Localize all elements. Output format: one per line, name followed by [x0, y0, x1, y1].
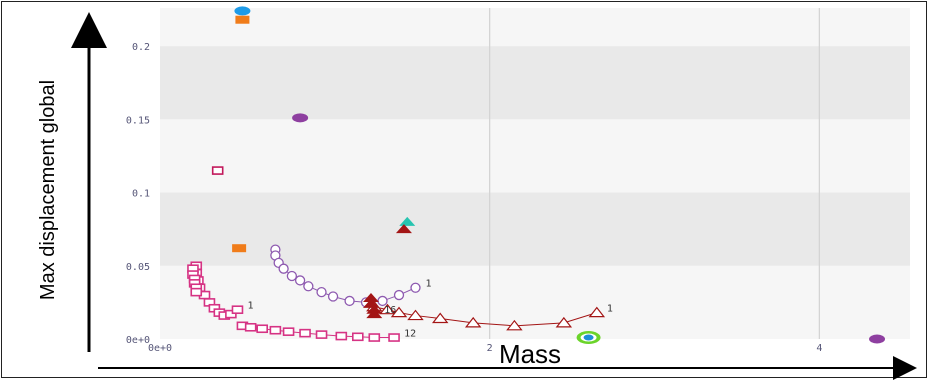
y-tick-label: 0.15 — [126, 115, 150, 126]
x-tick-label: 2 — [487, 343, 493, 354]
data-point — [368, 333, 381, 342]
data-points — [187, 6, 886, 345]
data-point — [294, 275, 306, 286]
y-axis-ticks: 0e+0 0.05 0.1 0.15 0.2 — [126, 42, 150, 346]
x-tick-label: 4 — [816, 343, 822, 354]
data-point — [316, 286, 327, 298]
series-end-label: 1 — [425, 279, 431, 290]
data-point — [379, 303, 396, 315]
y-axis-title: Max displacement global — [37, 80, 59, 300]
data-point — [303, 281, 314, 292]
data-point — [231, 305, 244, 315]
series-end-label: 16 — [384, 305, 396, 316]
data-point — [366, 309, 383, 319]
plot-band — [160, 46, 910, 120]
y-tick-label: 0.2 — [132, 42, 150, 53]
data-point — [390, 306, 408, 318]
data-point — [244, 322, 257, 332]
data-point — [377, 295, 388, 307]
data-point — [506, 319, 523, 331]
data-point — [190, 287, 203, 297]
data-point — [388, 333, 400, 342]
data-point — [431, 312, 449, 324]
y-tick-label: 0.1 — [132, 189, 150, 200]
data-point — [269, 325, 282, 335]
data-point — [211, 166, 224, 175]
grid-lines — [489, 8, 820, 339]
data-point — [234, 6, 251, 16]
plot-background — [160, 8, 910, 339]
data-point — [256, 324, 268, 334]
data-point — [278, 263, 289, 274]
data-point — [576, 331, 601, 345]
data-point — [335, 331, 348, 341]
data-point — [869, 334, 886, 344]
plot-band — [160, 265, 910, 339]
data-point — [410, 282, 421, 293]
data-point — [352, 332, 364, 342]
y-tick-label: 0.05 — [126, 262, 150, 273]
series-end-label: 12 — [404, 329, 416, 340]
data-point — [407, 309, 424, 321]
data-point — [327, 291, 339, 302]
plot-band — [160, 192, 910, 266]
data-point — [395, 224, 412, 234]
data-point — [393, 289, 405, 301]
data-point — [235, 15, 250, 24]
data-point — [225, 309, 237, 319]
x-tick-label: 0e+0 — [148, 343, 172, 354]
plot-band — [160, 119, 910, 193]
x-axis-title: Mass — [499, 339, 561, 369]
data-point — [299, 328, 311, 338]
series-end-label: 1 — [247, 301, 253, 312]
series-end-label: 1 — [607, 304, 613, 315]
y-tick-label: 0e+0 — [126, 335, 150, 346]
data-point — [286, 270, 298, 282]
plot-band — [160, 8, 910, 47]
data-point — [555, 316, 573, 328]
data-point — [282, 327, 295, 336]
data-point — [588, 306, 606, 318]
data-point — [399, 216, 416, 226]
target-center — [583, 334, 594, 341]
data-point — [315, 330, 328, 339]
data-point — [464, 316, 482, 328]
x-axis-ticks: 0e+0 2 4 — [148, 343, 822, 354]
series-end-labels: 1 1 16 12 1 — [247, 279, 612, 340]
data-point — [362, 292, 379, 302]
data-point — [344, 295, 355, 307]
data-point — [292, 113, 309, 123]
data-point — [232, 244, 247, 253]
